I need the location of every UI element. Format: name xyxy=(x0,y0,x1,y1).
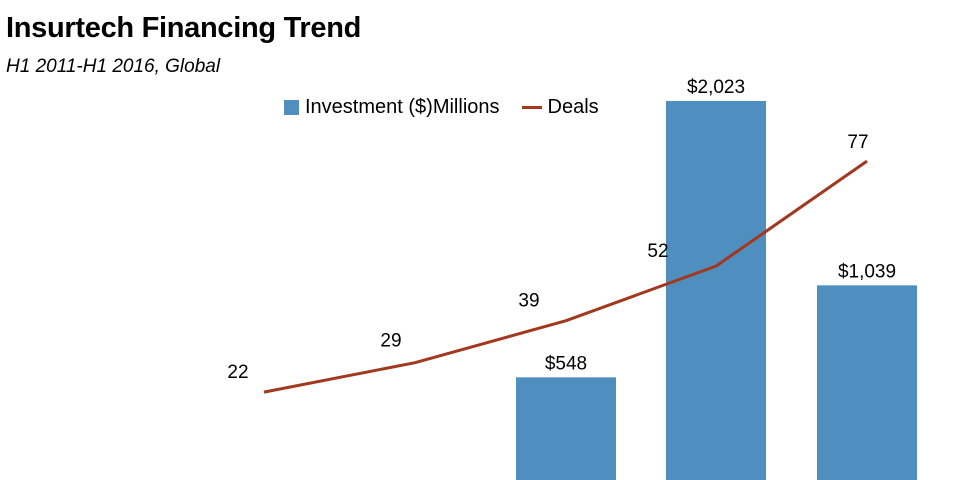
legend-swatch-deals xyxy=(521,105,542,109)
investment-bar xyxy=(516,377,616,480)
legend-item-investment: Investment ($)Millions xyxy=(284,96,500,119)
investment-data-label: $2,023 xyxy=(687,77,745,98)
legend-item-deals: Deals xyxy=(521,95,599,119)
deals-data-label: 77 xyxy=(847,132,868,153)
investment-bar xyxy=(817,285,917,480)
chart-subtitle: H1 2011-H1 2016, Global xyxy=(6,56,221,77)
legend: Investment ($)Millions Deals xyxy=(284,94,621,120)
investment-data-label: $1,039 xyxy=(838,261,896,282)
deals-data-label: 29 xyxy=(380,331,401,352)
investment-bar xyxy=(666,101,766,480)
legend-label-deals: Deals xyxy=(547,95,599,118)
legend-label-investment: Investment ($)Millions xyxy=(305,95,500,118)
legend-swatch-investment xyxy=(284,99,299,115)
deals-data-label: 52 xyxy=(647,241,668,262)
deals-data-label: 22 xyxy=(227,362,248,383)
investment-data-label: $548 xyxy=(545,353,587,374)
deals-data-label: 39 xyxy=(518,291,539,312)
chart-title: Insurtech Financing Trend xyxy=(6,12,362,44)
deals-line xyxy=(263,159,868,394)
